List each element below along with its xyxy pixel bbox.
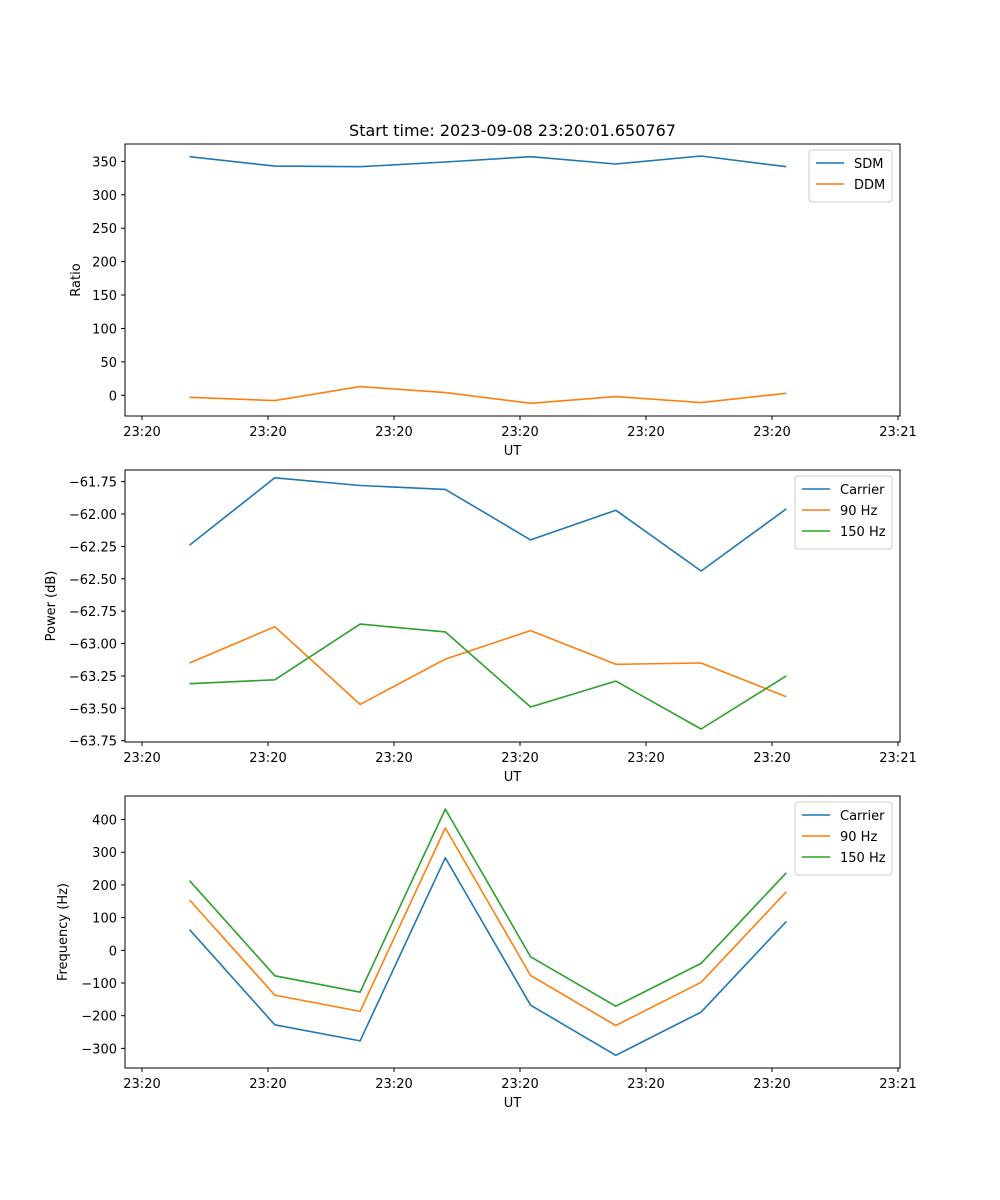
y-tick-label: 200 (92, 879, 117, 894)
x-axis-label: UT (504, 770, 522, 785)
y-tick-label: −63.50 (69, 702, 117, 717)
y-tick-label: 0 (109, 944, 117, 959)
series-line-90-hz (189, 827, 787, 1027)
y-tick-label: 50 (100, 356, 117, 371)
y-tick-label: 0 (109, 389, 117, 404)
legend-label: 150 Hz (840, 851, 886, 866)
x-tick-label: 23:20 (501, 425, 538, 440)
panel-1: 23:20 23:20 23:20 23:20 23:20 23:20 23:21 0 50 10… (69, 143, 917, 459)
x-tick-label: 23:21 (879, 425, 916, 440)
y-tick-label: 350 (92, 155, 117, 170)
y-tick-label: 100 (92, 322, 117, 337)
legend-label: DDM (854, 178, 885, 193)
x-tick-label: 23:20 (627, 1077, 664, 1092)
series-line-ddm (189, 385, 787, 405)
legend: Carrier 90 Hz 150 Hz (794, 475, 893, 550)
y-tick-label: 100 (92, 912, 117, 927)
x-tick-label: 23:20 (249, 1077, 286, 1092)
series-line-90-hz (189, 625, 787, 706)
x-tick-label: 23:20 (375, 751, 412, 766)
y-tick-label: −63.25 (69, 670, 117, 685)
y-tick-label: −62.50 (69, 573, 117, 588)
legend: Carrier 90 Hz 150 Hz (794, 801, 893, 876)
x-tick-label: 23:20 (501, 751, 538, 766)
series-line-150-hz (189, 623, 787, 730)
y-tick-label: 300 (92, 846, 117, 861)
y-tick-label: −100 (81, 977, 117, 992)
x-axis-label: UT (504, 444, 522, 459)
x-tick-label: 23:20 (123, 1077, 160, 1092)
figure-title: Start time: 2023-09-08 23:20:01.650767 (349, 121, 676, 140)
y-tick-label: −62.75 (69, 605, 117, 620)
legend: SDM DDM (808, 149, 893, 203)
legend-label: SDM (854, 157, 883, 172)
y-tick-label: −61.75 (69, 476, 117, 491)
x-tick-label: 23:20 (753, 425, 790, 440)
y-tick-label: −62.00 (69, 508, 117, 523)
x-tick-label: 23:20 (627, 751, 664, 766)
legend-label: 90 Hz (840, 504, 877, 519)
x-tick-label: 23:20 (249, 425, 286, 440)
y-tick-label: −300 (81, 1042, 117, 1057)
y-axis-label: Power (dB) (44, 571, 59, 642)
x-tick-label: 23:20 (123, 425, 160, 440)
panel-2: 23:20 23:20 23:20 23:20 23:20 23:20 23:21 −61.7… (44, 469, 917, 785)
y-tick-label: 250 (92, 222, 117, 237)
x-tick-label: 23:20 (249, 751, 286, 766)
y-tick-label: −200 (81, 1010, 117, 1025)
series-line-sdm (189, 155, 787, 168)
y-tick-label: 150 (92, 289, 117, 304)
y-tick-label: −63.00 (69, 638, 117, 653)
x-tick-label: 23:20 (375, 425, 412, 440)
legend-label: Carrier (840, 809, 885, 824)
x-tick-label: 23:20 (501, 1077, 538, 1092)
x-tick-label: 23:20 (627, 425, 664, 440)
x-tick-label: 23:20 (753, 1077, 790, 1092)
x-tick-label: 23:21 (879, 1077, 916, 1092)
plot-frame (124, 469, 901, 743)
y-axis-label: Ratio (69, 263, 84, 296)
legend-label: 150 Hz (840, 525, 886, 540)
series-line-carrier (189, 476, 787, 572)
y-tick-label: 400 (92, 814, 117, 829)
x-tick-label: 23:21 (879, 751, 916, 766)
x-tick-label: 23:20 (375, 1077, 412, 1092)
series-line-150-hz (189, 808, 787, 1008)
y-tick-label: 200 (92, 256, 117, 271)
plot-frame (124, 795, 901, 1069)
y-tick-label: 300 (92, 189, 117, 204)
legend-label: Carrier (840, 483, 885, 498)
y-tick-label: −63.75 (69, 735, 117, 750)
y-tick-label: −62.25 (69, 540, 117, 555)
x-axis-label: UT (504, 1096, 522, 1111)
x-tick-label: 23:20 (753, 751, 790, 766)
x-tick-label: 23:20 (123, 751, 160, 766)
panel-3: 23:20 23:20 23:20 23:20 23:20 23:20 23:21 −300 −… (56, 795, 917, 1111)
legend-label: 90 Hz (840, 830, 877, 845)
plot-frame (124, 143, 901, 417)
series-line-carrier (189, 856, 787, 1057)
y-axis-label: Frequency (Hz) (56, 883, 71, 981)
